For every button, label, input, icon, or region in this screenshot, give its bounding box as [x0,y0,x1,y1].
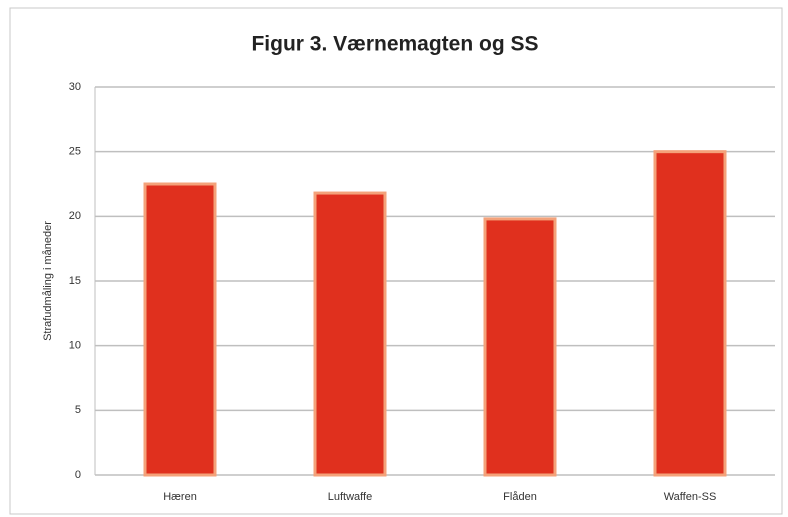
y-tick-label: 15 [69,275,81,287]
bar [483,217,557,477]
bar [313,191,387,477]
y-tick-label: 10 [69,340,81,352]
chart-title: Figur 3. Værnemagten og SS [251,33,538,56]
bar [143,182,217,477]
y-tick-label: 0 [75,469,81,481]
bar [653,150,727,477]
chart-frame [9,7,783,515]
y-axis-label: Strafudmåling i måneder [42,221,54,341]
y-tick-label: 30 [69,81,81,93]
x-tick-label: Waffen-SS [664,491,717,503]
y-tick-label: 20 [69,210,81,222]
y-tick-label: 5 [75,404,81,416]
y-tick-label: 25 [69,146,81,158]
x-tick-label: Flåden [503,491,537,503]
x-tick-label: Hæren [163,491,197,503]
x-tick-label: Luftwaffe [328,491,372,503]
